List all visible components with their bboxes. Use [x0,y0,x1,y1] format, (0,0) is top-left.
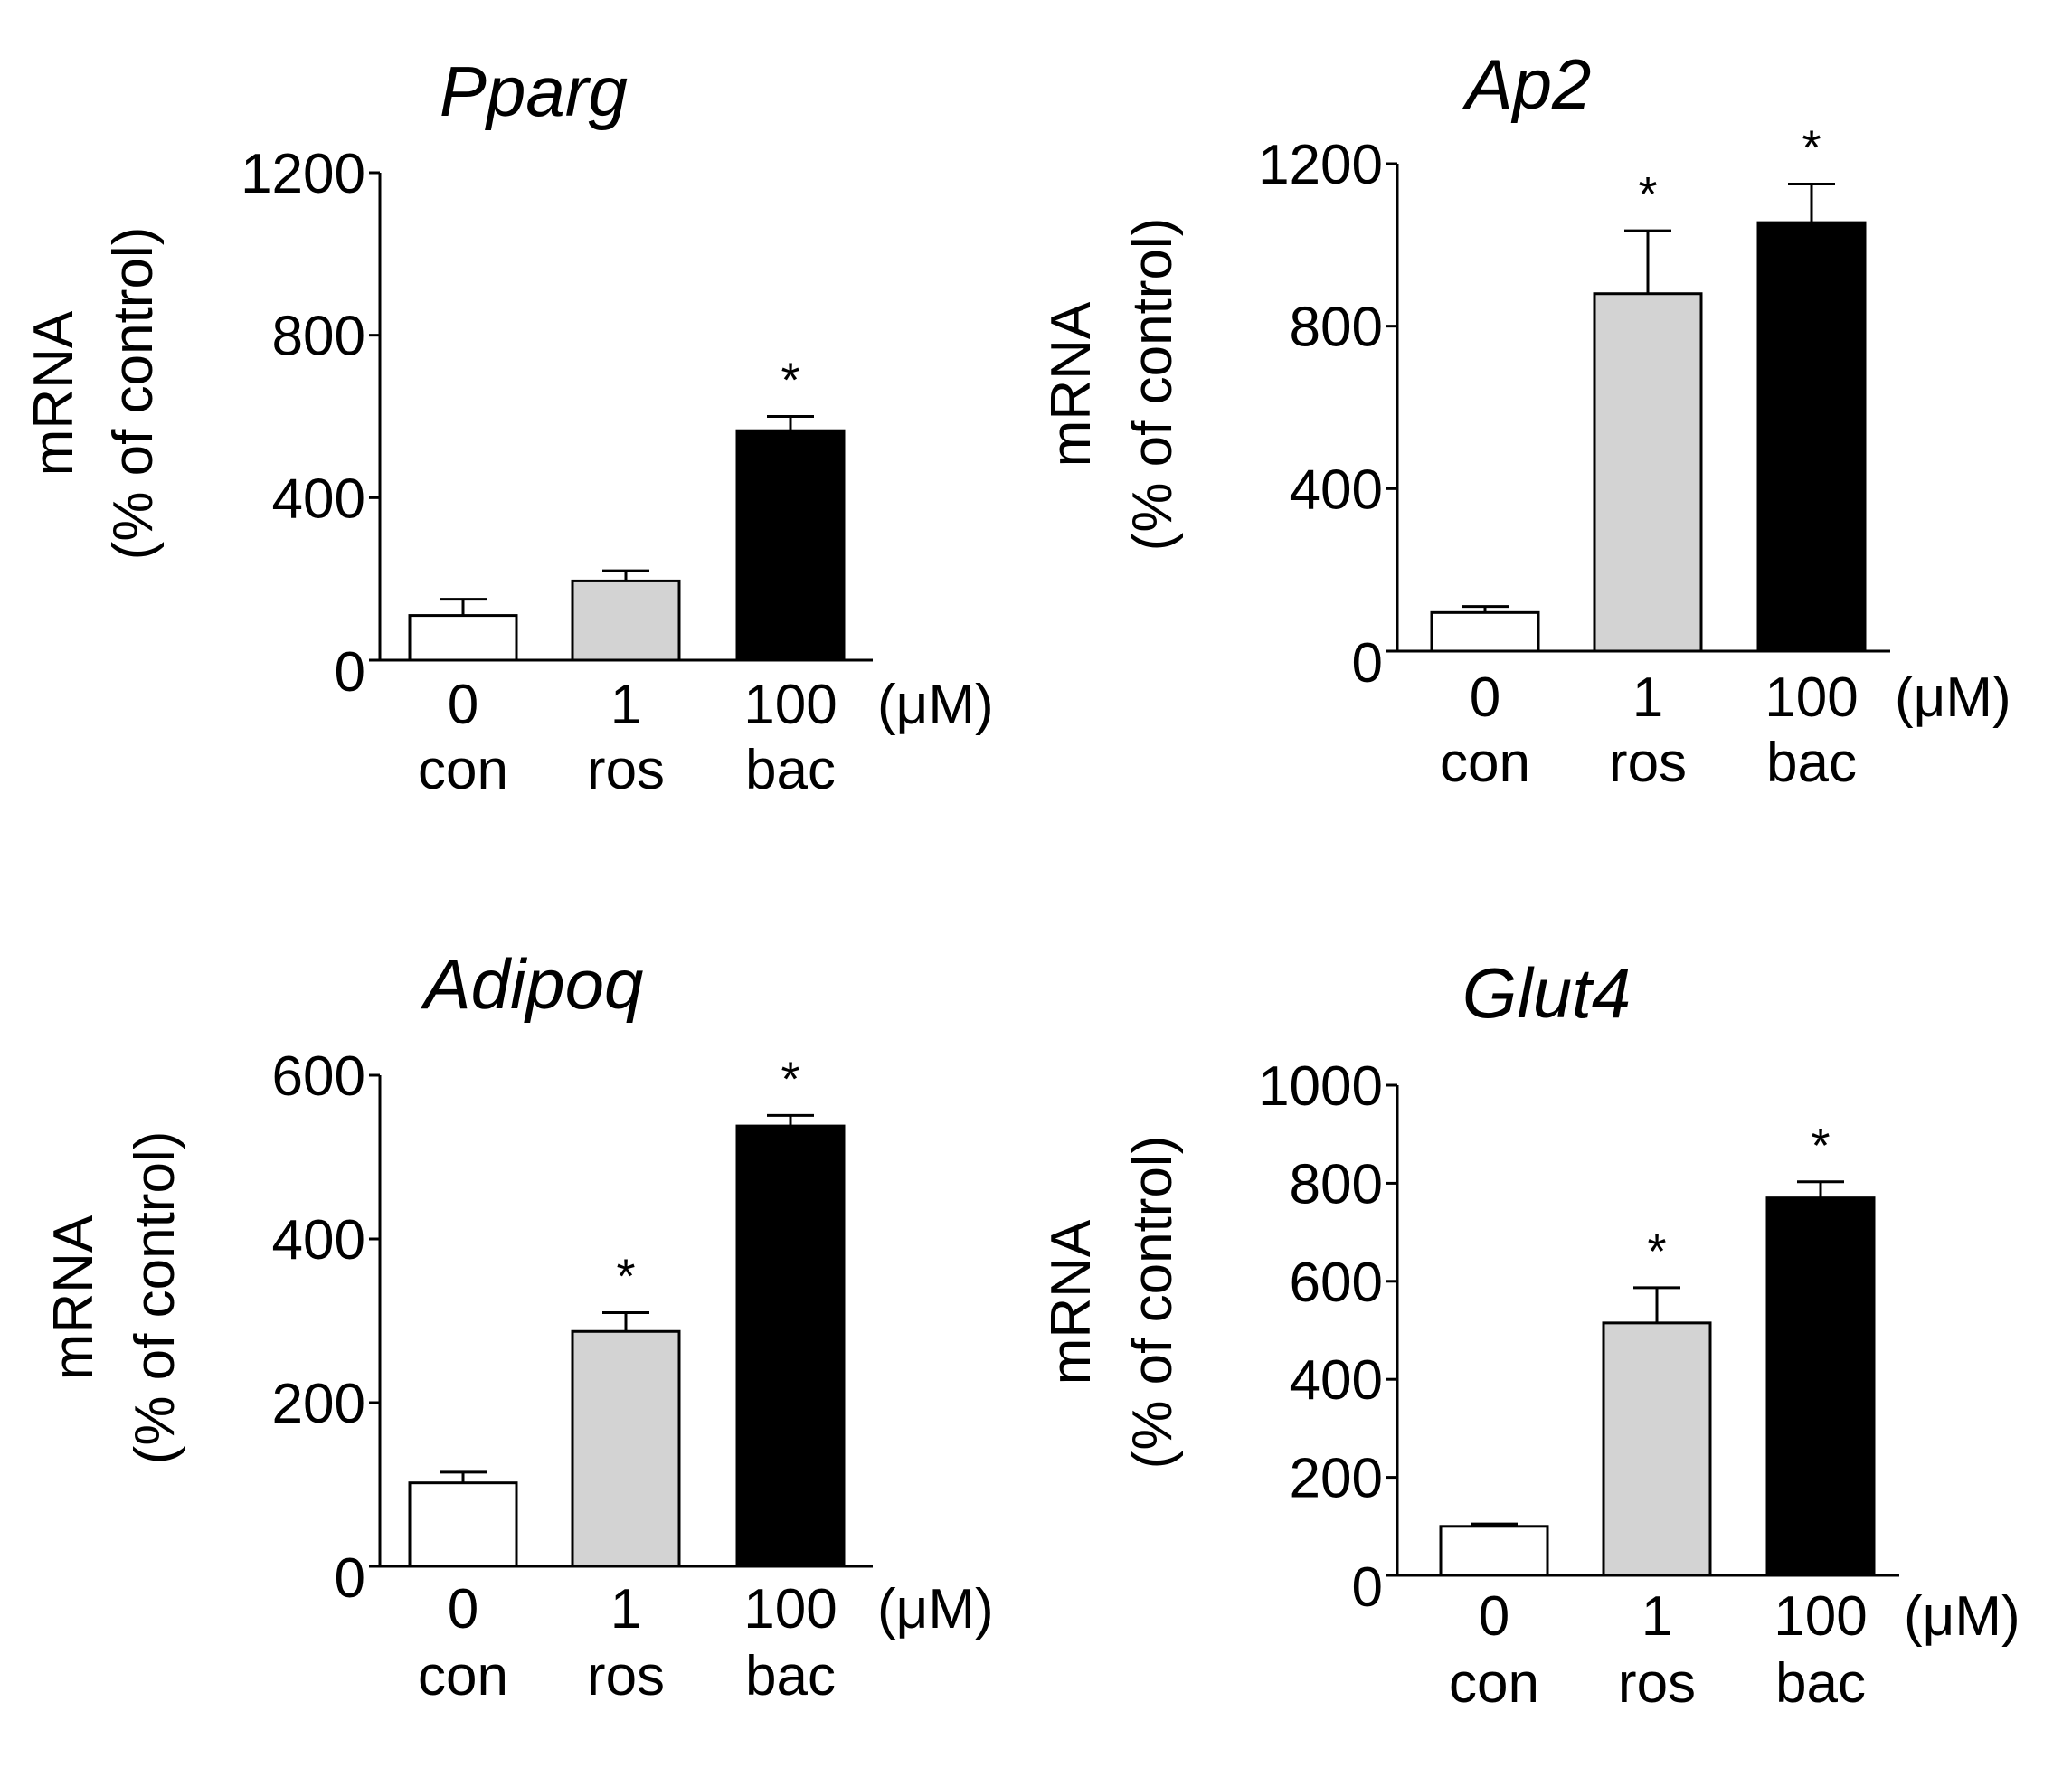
bar-ros [571,1329,681,1568]
x-tick-label-treatment: ros [1618,1652,1696,1715]
bar-ros [571,579,681,662]
chart-title: Glut4 [1462,953,1631,1033]
bar-bac [1756,221,1867,653]
x-tick-label-treatment: bac [1766,732,1857,794]
bar-bac [735,429,846,662]
bar-con [408,1481,518,1568]
y-tick-label: 800 [272,306,365,368]
chart-title: Pparg [440,52,628,131]
x-tick-label-treatment: ros [1609,732,1687,794]
chart-title: Adipoq [421,944,644,1024]
bar-bac [735,1124,846,1568]
y-tick-label: 600 [272,1045,365,1108]
bar-ros [1593,292,1703,653]
x-tick-label-dose: 1 [610,674,641,736]
y-tick-label: 800 [1290,1153,1383,1215]
x-tick-label-treatment: bac [745,1645,836,1707]
significance-marker: * [1802,120,1821,175]
y-axis-label-line2: (% of control) [1121,218,1184,552]
x-unit-label: (μM) [1904,1585,2020,1648]
x-tick-label-treatment: con [1449,1652,1539,1715]
y-tick-label: 200 [272,1373,365,1435]
y-tick-label: 800 [1290,297,1383,359]
y-tick-label: 0 [1352,632,1383,695]
y-axis-label-line2: (% of control) [1121,1136,1184,1470]
x-unit-label: (μM) [877,1578,994,1640]
y-tick-label: 400 [1290,1349,1383,1412]
x-tick-label-dose: 0 [1479,1585,1509,1648]
x-tick-label-dose: 1 [610,1578,641,1640]
y-tick-label: 400 [272,1209,365,1272]
x-tick-label-treatment: ros [587,739,665,801]
x-tick-label-dose: 1 [1642,1585,1672,1648]
x-unit-label: (μM) [877,674,994,736]
x-tick-label-dose: 100 [743,1578,837,1640]
x-tick-label-dose: 0 [448,1578,478,1640]
y-tick-label: 400 [1290,459,1383,521]
y-axis-label-line2: (% of control) [124,1131,186,1465]
bar-bac [1765,1196,1876,1577]
x-tick-label-treatment: bac [745,739,836,801]
y-tick-label: 200 [1290,1448,1383,1510]
x-tick-label-treatment: bac [1775,1652,1866,1715]
x-unit-label: (μM) [1895,667,2011,729]
y-tick-label: 0 [1352,1556,1383,1619]
chart-title: Ap2 [1462,44,1592,124]
bar-con [408,614,518,662]
bar-ros [1602,1321,1712,1577]
y-tick-label: 400 [272,468,365,530]
y-tick-label: 600 [1290,1252,1383,1314]
x-tick-label-dose: 100 [1774,1585,1867,1648]
y-axis-label-line2: (% of control) [102,227,165,561]
x-tick-label-treatment: ros [587,1645,665,1707]
y-axis-label-line1: mRNA [1040,1219,1102,1385]
x-tick-label-treatment: con [418,1645,508,1707]
significance-marker: * [781,354,799,408]
x-tick-label-treatment: con [1440,732,1530,794]
x-tick-label-dose: 100 [1765,667,1858,729]
y-tick-label: 1200 [1258,134,1383,196]
x-tick-label-dose: 1 [1632,667,1663,729]
x-tick-label-dose: 0 [1470,667,1500,729]
x-tick-label-treatment: con [418,739,508,801]
y-axis-label-line1: mRNA [1040,301,1102,467]
significance-marker: * [1811,1119,1830,1173]
bar-con [1439,1525,1549,1577]
y-tick-label: 0 [335,1547,365,1610]
y-axis-label-line1: mRNA [23,310,85,476]
significance-marker: * [1638,167,1657,222]
significance-marker: * [781,1052,799,1106]
bar-con [1430,610,1540,653]
y-tick-label: 0 [335,641,365,704]
y-axis-label-line1: mRNA [43,1215,105,1380]
x-tick-label-dose: 0 [448,674,478,736]
y-tick-label: 1200 [241,143,365,205]
significance-marker: * [616,1249,635,1303]
y-tick-label: 1000 [1258,1055,1383,1118]
x-tick-label-dose: 100 [743,674,837,736]
significance-marker: * [1647,1224,1666,1279]
